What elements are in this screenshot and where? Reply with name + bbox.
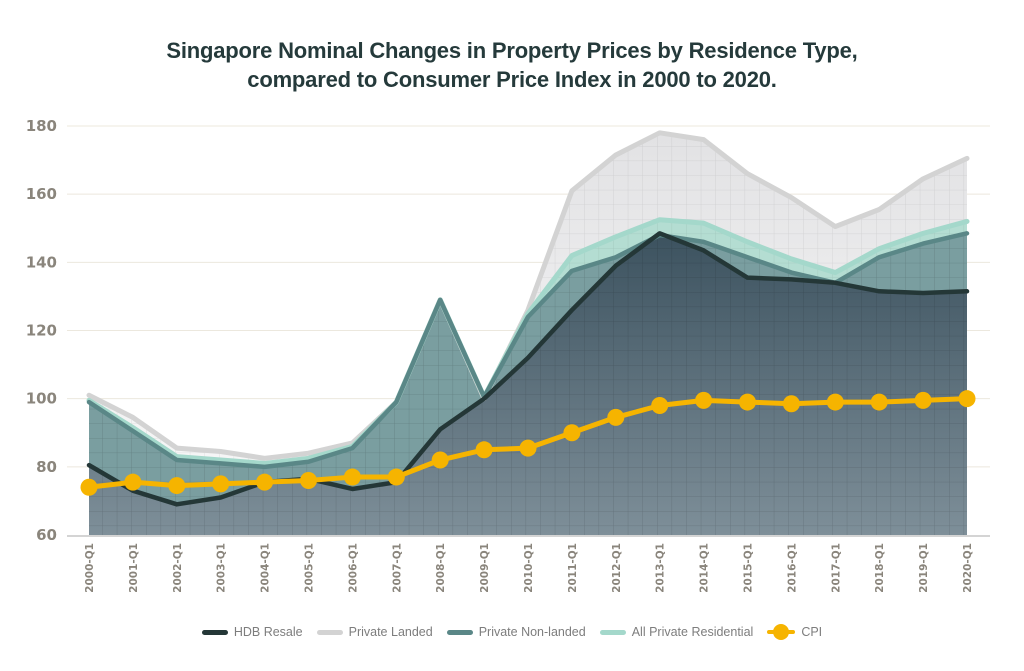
cpi-point xyxy=(607,408,625,426)
x-tick-label: 2010-Q1 xyxy=(523,543,535,593)
legend-item-private-landed[interactable]: Private Landed xyxy=(316,625,433,639)
y-axis: 60 80 100 120 140 160 180 xyxy=(26,117,57,544)
cpi-point xyxy=(914,391,932,409)
legend-item-private-non-landed[interactable]: Private Non-landed xyxy=(446,625,586,639)
x-tick-label: 2012-Q1 xyxy=(611,543,623,593)
x-tick-label: 2011-Q1 xyxy=(567,543,579,593)
chart-title-line-1: Singapore Nominal Changes in Property Pr… xyxy=(166,38,858,63)
y-tick-label: 180 xyxy=(26,117,57,135)
line-hdb-resale xyxy=(86,231,970,507)
x-tick-label: 2019-Q1 xyxy=(918,543,930,593)
cpi-point xyxy=(958,390,976,408)
x-tick-label: 2001-Q1 xyxy=(128,543,140,593)
chart-title: Singapore Nominal Changes in Property Pr… xyxy=(0,36,1024,94)
area-layer xyxy=(89,132,967,536)
legend-swatch-all-private-residential xyxy=(599,629,626,635)
cpi-point xyxy=(695,391,713,409)
area-grid-hdb-resale xyxy=(89,233,967,536)
cpi-point xyxy=(519,439,537,457)
legend-swatch-hdb-resale xyxy=(201,629,228,635)
cpi-point xyxy=(387,468,405,486)
cpi-point xyxy=(256,473,274,491)
line-layer xyxy=(86,130,970,507)
legend-label-cpi: CPI xyxy=(801,625,823,639)
x-tick-label: 2000-Q1 xyxy=(84,543,96,593)
line-all-private-residential xyxy=(86,217,970,466)
legend-label-all-private-residential: All Private Residential xyxy=(631,625,754,639)
x-tick-label: 2014-Q1 xyxy=(699,543,711,593)
x-tick-label: 2005-Q1 xyxy=(304,543,316,593)
y-tick-label: 80 xyxy=(36,458,57,476)
x-tick-label: 2016-Q1 xyxy=(786,543,798,593)
legend-label-hdb-resale: HDB Resale xyxy=(233,625,303,639)
x-tick-label: 2003-Q1 xyxy=(216,543,228,593)
y-tick-label: 100 xyxy=(26,390,57,408)
cpi-point xyxy=(124,473,142,491)
x-tick-label: 2017-Q1 xyxy=(830,543,842,593)
cpi-point xyxy=(739,393,756,411)
y-tick-label: 140 xyxy=(26,253,57,271)
cpi-point xyxy=(80,478,98,496)
cpi-point xyxy=(300,471,317,489)
cpi-point xyxy=(168,477,186,495)
x-tick-label: 2015-Q1 xyxy=(743,543,755,593)
y-tick-label: 120 xyxy=(26,322,57,340)
y-tick-label: 160 xyxy=(26,185,57,203)
x-tick-label: 2004-Q1 xyxy=(260,543,272,593)
cpi-layer xyxy=(80,390,976,496)
x-tick-label: 2013-Q1 xyxy=(655,543,667,593)
legend-swatch-private-landed xyxy=(316,629,343,635)
x-tick-label: 2008-Q1 xyxy=(435,543,447,593)
legend-swatch-cpi xyxy=(767,624,796,640)
cpi-point xyxy=(343,468,361,486)
x-tick-label: 2018-Q1 xyxy=(874,543,886,593)
x-tick-label: 2007-Q1 xyxy=(391,543,403,593)
line-private-non-landed xyxy=(86,231,970,470)
cpi-point xyxy=(651,396,669,414)
legend-item-all-private-residential[interactable]: All Private Residential xyxy=(599,625,754,639)
x-tick-label: 2002-Q1 xyxy=(172,543,184,593)
legend-swatch-private-non-landed xyxy=(446,629,473,635)
x-axis: 2000-Q1 2001-Q1 2002-Q1 2003-Q1 2004-Q1 2005-… xyxy=(84,543,974,593)
legend-item-hdb-resale[interactable]: HDB Resale xyxy=(201,625,303,639)
cpi-point xyxy=(870,393,888,411)
x-tick-label: 2006-Q1 xyxy=(347,543,359,593)
legend-label-private-non-landed: Private Non-landed xyxy=(478,625,586,639)
cpi-point xyxy=(212,475,230,493)
chart-title-line-2: compared to Consumer Price Index in 2000… xyxy=(247,67,777,92)
cpi-point xyxy=(431,451,449,469)
cpi-point xyxy=(826,393,844,411)
legend: HDB Resale Private Landed Private Non-la… xyxy=(0,624,1024,640)
legend-item-cpi[interactable]: CPI xyxy=(767,624,822,640)
x-tick-label: 2020-Q1 xyxy=(962,543,974,593)
y-tick-label: 60 xyxy=(36,526,57,544)
legend-label-private-landed: Private Landed xyxy=(348,625,433,639)
cpi-point xyxy=(563,424,581,442)
x-tick-label: 2009-Q1 xyxy=(479,543,491,593)
cpi-point xyxy=(475,441,493,459)
cpi-point xyxy=(782,395,800,413)
